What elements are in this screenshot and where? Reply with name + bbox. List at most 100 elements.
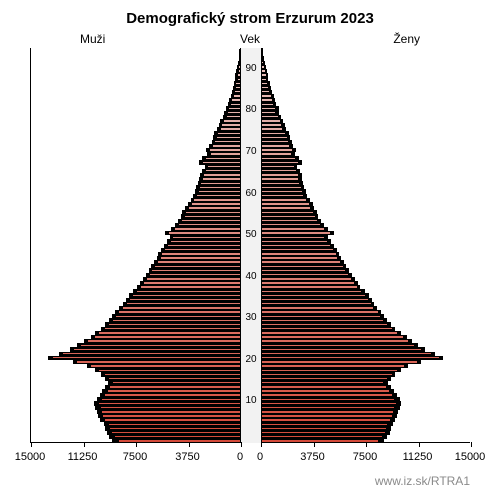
bar-row [31,148,241,152]
bar-row [261,102,471,106]
bar-row [261,115,471,119]
bar-row [261,86,471,90]
y-tick-label: 30 [241,312,261,323]
bar-row [261,123,471,127]
bar-row [31,81,241,85]
bar-row [261,318,471,322]
bar-row [261,422,471,426]
bar-row [261,73,471,77]
bar-row [261,248,471,252]
bar-row [31,69,241,73]
bar-row [31,393,241,397]
bar-row [31,115,241,119]
bar-row [31,227,241,231]
bar-row [261,160,471,164]
bar-row [31,397,241,401]
bar-row [261,414,471,418]
bar-row [31,381,241,385]
bar-row [261,77,471,81]
bar-row [261,206,471,210]
y-tick-label: 40 [241,271,261,282]
bar-row [261,410,471,414]
bar-row [31,160,241,164]
bar-row [261,343,471,347]
bar-row [261,210,471,214]
bar-row [31,185,241,189]
bar-row [261,298,471,302]
bar-row [31,140,241,144]
bar-row [31,306,241,310]
x-tick-label: 7500 [123,451,147,463]
bar-row [261,439,471,443]
bar-row [261,314,471,318]
bar-row [261,360,471,364]
bar-row [31,318,241,322]
bar-row [31,418,241,422]
y-tick-label: 10 [241,395,261,406]
y-tick-label: 70 [241,146,261,157]
bar-row [31,173,241,177]
bar-row [261,189,471,193]
bar-row [31,256,241,260]
bar-row [31,98,241,102]
bar-row [261,268,471,272]
bar-row [31,65,241,69]
bar-row [261,227,471,231]
bar-row [261,131,471,135]
x-tick-label: 11250 [68,451,98,463]
bar-row [261,98,471,102]
bar-row [261,173,471,177]
bar-row [31,244,241,248]
bar-row [261,194,471,198]
bar-row [31,90,241,94]
bar-row [261,347,471,351]
bar-row [31,223,241,227]
bar-row [31,202,241,206]
bar-row [261,418,471,422]
bar-row [31,435,241,439]
bar-row [31,277,241,281]
x-tick-label: 7500 [353,451,377,463]
bar-row [261,397,471,401]
bar-row [31,102,241,106]
bar-row [261,165,471,169]
bar-row [261,90,471,94]
bar-row [261,322,471,326]
bar-row [261,135,471,139]
bar-row [261,381,471,385]
x-tick-label: 0 [237,451,243,463]
y-tick-label: 90 [241,63,261,74]
bar-row [31,77,241,81]
bar-row [261,198,471,202]
x-tick-label: 15000 [15,451,46,463]
bar-row [31,327,241,331]
bar-row [261,169,471,173]
chart-area: 102030405060708090 [30,48,470,443]
bar-row [31,273,241,277]
bar-row [261,335,471,339]
bar-row [31,248,241,252]
bar-row [31,119,241,123]
bar-row [261,277,471,281]
x-tick-label: 0 [257,451,263,463]
bar-row [31,214,241,218]
bar-row [31,310,241,314]
bar-row [31,293,241,297]
bar-row [261,235,471,239]
bar-row [31,414,241,418]
bar-row [31,260,241,264]
bar-row [31,56,241,60]
x-tick-label: 15000 [455,451,486,463]
bar-row [261,148,471,152]
bar-row [261,219,471,223]
bar-row [31,106,241,110]
bar-row [261,106,471,110]
x-tick-label: 11250 [403,451,433,463]
bar-row [31,298,241,302]
bar-row [261,94,471,98]
female-label: Ženy [393,32,420,46]
x-tick-label: 3750 [300,451,324,463]
bar-row [261,223,471,227]
bar-row [261,435,471,439]
bar-row [31,360,241,364]
